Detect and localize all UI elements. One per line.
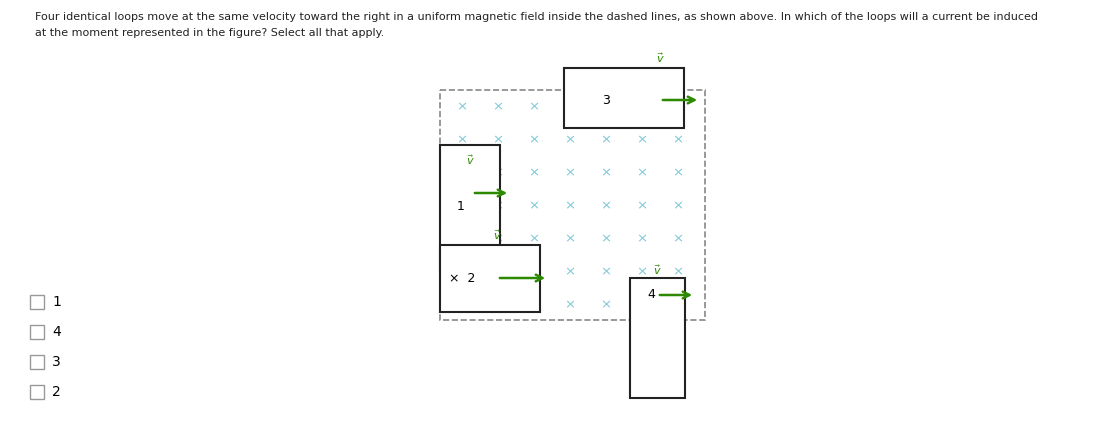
Text: ×: × [565, 200, 576, 213]
Text: ×: × [457, 233, 468, 246]
Text: ×: × [565, 265, 576, 278]
Text: ×: × [565, 167, 576, 180]
Text: ×: × [600, 233, 612, 246]
Text: 1: 1 [52, 295, 61, 309]
Text: ×: × [636, 298, 647, 311]
Text: ×: × [636, 100, 647, 113]
Text: ×: × [565, 100, 576, 113]
Text: Four identical loops move at the same velocity toward the right in a uniform mag: Four identical loops move at the same ve… [35, 12, 1038, 22]
FancyBboxPatch shape [30, 325, 43, 339]
Text: ×: × [528, 133, 539, 146]
Text: ×: × [600, 298, 612, 311]
Text: ×: × [492, 265, 504, 278]
FancyBboxPatch shape [30, 355, 43, 369]
Text: ×: × [457, 133, 468, 146]
Text: ×: × [673, 133, 684, 146]
Text: ×: × [600, 100, 612, 113]
Text: ×: × [673, 200, 684, 213]
Text: ×: × [492, 200, 504, 213]
Text: ×: × [636, 167, 647, 180]
Text: ×: × [528, 200, 539, 213]
Text: ×  2: × 2 [449, 271, 476, 284]
Bar [440, 145, 500, 270]
Text: ×: × [457, 167, 468, 180]
Bar [440, 90, 705, 320]
Text: ×: × [565, 298, 576, 311]
Text: ×: × [565, 233, 576, 246]
Text: ×: × [636, 233, 647, 246]
Text: ×: × [600, 265, 612, 278]
Text: ×: × [673, 100, 684, 113]
FancyBboxPatch shape [30, 385, 43, 399]
Text: 4: 4 [647, 288, 655, 301]
Text: ×: × [492, 233, 504, 246]
Text: ×: × [673, 298, 684, 311]
Text: 1: 1 [457, 200, 465, 213]
Text: 3: 3 [52, 355, 61, 369]
Text: 4: 4 [52, 325, 61, 339]
Text: ×: × [673, 233, 684, 246]
Text: $\vec{v}$: $\vec{v}$ [466, 153, 475, 167]
Text: ×: × [600, 133, 612, 146]
Text: ×: × [492, 167, 504, 180]
Text: ×: × [636, 265, 647, 278]
Text: ×: × [457, 298, 468, 311]
Text: ×: × [528, 167, 539, 180]
Text: 3: 3 [602, 94, 610, 107]
Text: ×: × [528, 298, 539, 311]
Text: ×: × [457, 100, 468, 113]
Text: ×: × [600, 200, 612, 213]
Text: ×: × [492, 100, 504, 113]
Text: $\vec{v}$: $\vec{v}$ [656, 51, 664, 65]
Text: ×: × [600, 167, 612, 180]
Text: ×: × [565, 133, 576, 146]
Text: $\vec{v}$: $\vec{v}$ [653, 263, 662, 277]
Text: ×: × [457, 200, 468, 213]
Text: ×: × [528, 265, 539, 278]
Text: ×: × [492, 298, 504, 311]
Text: ×: × [636, 133, 647, 146]
Text: ×: × [673, 265, 684, 278]
Text: 2: 2 [52, 385, 61, 399]
Text: ×: × [673, 167, 684, 180]
FancyBboxPatch shape [30, 295, 43, 309]
Text: ×: × [528, 233, 539, 246]
Text: $\vec{v}$: $\vec{v}$ [492, 228, 501, 242]
Bar [440, 245, 540, 312]
Bar [564, 68, 684, 128]
Bar [631, 278, 685, 398]
Text: ×: × [528, 100, 539, 113]
Text: ×: × [492, 133, 504, 146]
Text: ×: × [457, 265, 468, 278]
Text: ×: × [636, 200, 647, 213]
Text: at the moment represented in the figure? Select all that apply.: at the moment represented in the figure?… [35, 28, 384, 38]
